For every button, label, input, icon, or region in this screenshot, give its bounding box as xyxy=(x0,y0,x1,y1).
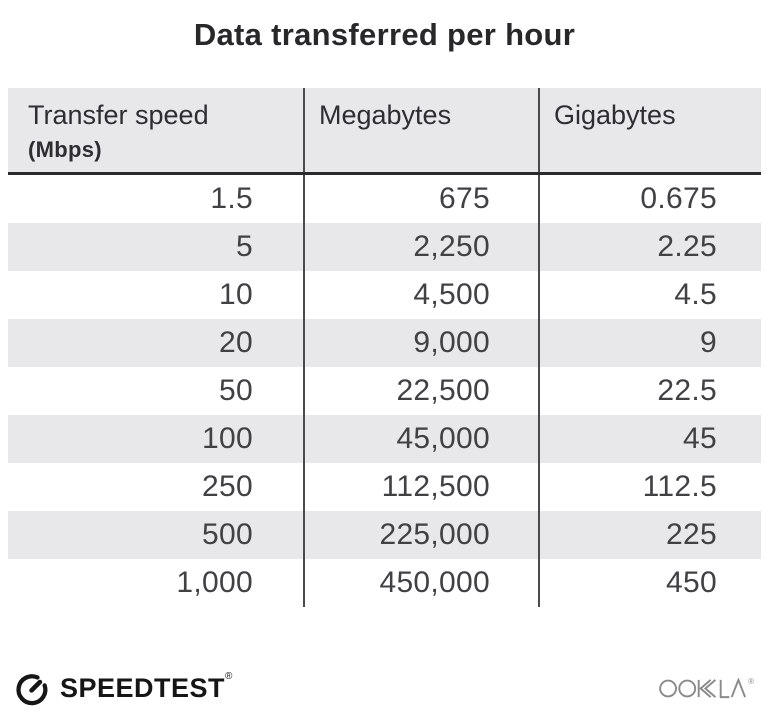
cell-gigabytes: 22.5 xyxy=(538,367,761,415)
cell-gigabytes: 0.675 xyxy=(538,175,761,223)
column-header-unit: (Mbps) xyxy=(28,136,102,162)
cell-gigabytes: 9 xyxy=(538,319,761,367)
cell-transfer-speed: 50 xyxy=(219,374,253,407)
table-row: 5 2,250 2.25 xyxy=(8,223,761,271)
cell-gigabytes: 225 xyxy=(538,511,761,559)
table-row: 1.5 675 0.675 xyxy=(8,175,761,223)
cell-transfer-speed: 100 xyxy=(202,422,253,455)
cell-megabytes: 675 xyxy=(303,175,538,223)
speedtest-gauge-icon xyxy=(14,670,51,707)
table-row: 20 9,000 9 xyxy=(8,319,761,367)
column-header-gigabytes: Gigabytes xyxy=(538,88,761,172)
column-header-label: Transfer speed xyxy=(28,100,209,130)
cell-transfer-speed: 500 xyxy=(202,518,253,551)
cell-transfer-speed: 1,000 xyxy=(176,566,253,599)
speedtest-logo: SPEEDTEST® xyxy=(14,670,233,707)
cell-megabytes: 112,500 xyxy=(303,463,538,511)
table-row: 500 225,000 225 xyxy=(8,511,761,559)
table-row: 100 45,000 45 xyxy=(8,415,761,463)
cell-megabytes: 4,500 xyxy=(303,271,538,319)
data-table: Transfer speed (Mbps) Megabytes Gigabyte… xyxy=(8,88,761,607)
ookla-logo: ® xyxy=(659,677,754,699)
cell-gigabytes: 2.25 xyxy=(538,223,761,271)
cell-megabytes: 9,000 xyxy=(303,319,538,367)
cell-transfer-speed: 5 xyxy=(236,230,253,263)
cell-megabytes: 2,250 xyxy=(303,223,538,271)
cell-transfer-speed: 250 xyxy=(202,470,253,503)
footer: SPEEDTEST® ® xyxy=(14,670,754,707)
column-header-transfer-speed: Transfer speed (Mbps) xyxy=(8,88,303,172)
column-header-label: Megabytes xyxy=(319,100,452,130)
column-header-megabytes: Megabytes xyxy=(303,88,538,172)
cell-megabytes: 22,500 xyxy=(303,367,538,415)
cell-megabytes: 450,000 xyxy=(303,559,538,607)
cell-gigabytes: 45 xyxy=(538,415,761,463)
cell-gigabytes: 450 xyxy=(538,559,761,607)
registered-trademark-icon: ® xyxy=(225,671,233,682)
registered-trademark-icon: ® xyxy=(748,677,754,686)
cell-megabytes: 225,000 xyxy=(303,511,538,559)
table-row: 50 22,500 22.5 xyxy=(8,367,761,415)
ookla-wordmark-icon xyxy=(659,678,747,699)
table-row: 1,000 450,000 450 xyxy=(8,559,761,607)
cell-gigabytes: 4.5 xyxy=(538,271,761,319)
cell-transfer-speed: 10 xyxy=(219,278,253,311)
table-row: 10 4,500 4.5 xyxy=(8,271,761,319)
table-row: 250 112,500 112.5 xyxy=(8,463,761,511)
speedtest-wordmark: SPEEDTEST® xyxy=(60,671,233,703)
cell-gigabytes: 112.5 xyxy=(538,463,761,511)
cell-megabytes: 45,000 xyxy=(303,415,538,463)
cell-transfer-speed: 20 xyxy=(219,326,253,359)
page-title: Data transferred per hour xyxy=(193,17,576,52)
column-header-label: Gigabytes xyxy=(554,100,676,130)
table-header-row: Transfer speed (Mbps) Megabytes Gigabyte… xyxy=(8,88,761,175)
cell-transfer-speed: 1.5 xyxy=(210,182,253,215)
